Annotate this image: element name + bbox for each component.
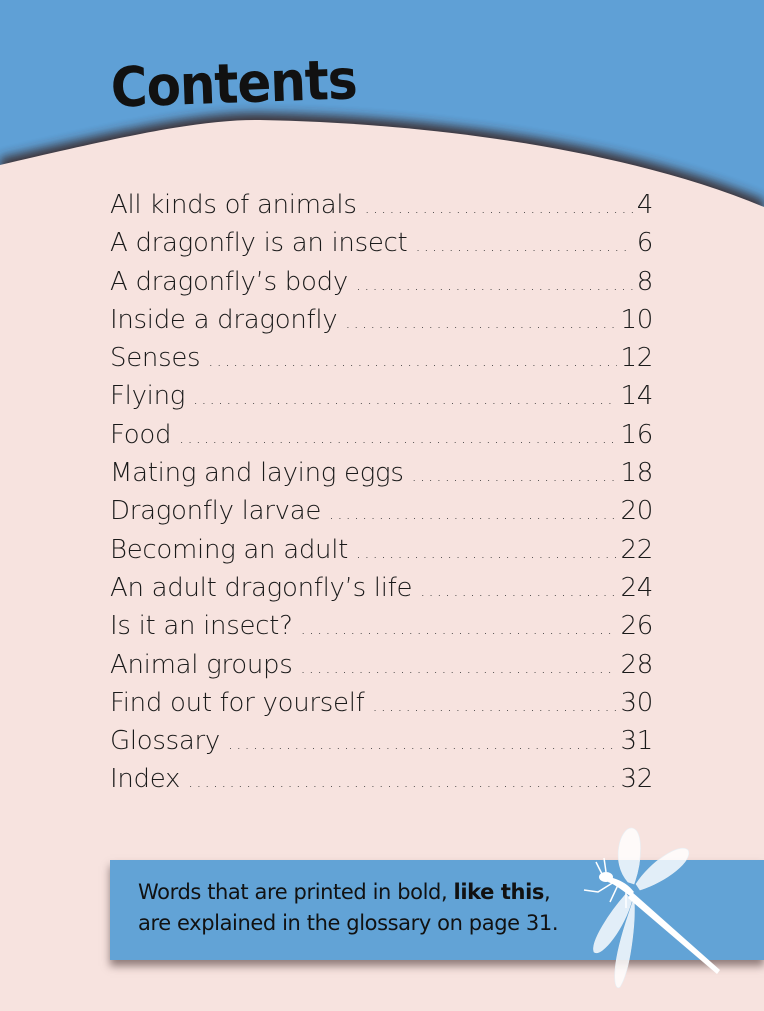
dot-leader: ........................................…	[356, 542, 616, 562]
toc-entry-title: Mating and laying eggs	[110, 458, 404, 489]
toc-entry-page: 26	[620, 611, 654, 642]
glossary-callout: Words that are printed in bold, like thi…	[110, 860, 764, 960]
toc-entry[interactable]: Dragonfly larvae........................…	[110, 496, 653, 534]
toc-entry-page: 24	[620, 572, 654, 603]
dot-leader: ........................................…	[179, 427, 616, 447]
toc-entry-title: An adult dragonfly’s life	[110, 572, 413, 603]
toc-entry-title: Is it an insect?	[110, 611, 293, 642]
toc-entry-title: Senses	[110, 343, 201, 374]
dot-leader: ........................................…	[188, 772, 616, 792]
toc-entry-page: 4	[636, 190, 654, 220]
dot-leader: ........................................…	[208, 351, 617, 371]
toc-entry-page: 22	[620, 534, 654, 565]
page-title: Contents	[109, 47, 358, 120]
toc-entry-page: 12	[620, 343, 654, 374]
toc-entry[interactable]: Food....................................…	[110, 420, 653, 458]
toc-entry-title: Animal groups	[110, 649, 293, 680]
table-of-contents: All kinds of animals....................…	[110, 190, 653, 803]
toc-entry-page: 30	[620, 687, 654, 718]
bold-example: like this	[453, 880, 545, 904]
dot-leader: ........................................…	[345, 312, 616, 332]
dot-leader: ........................................…	[300, 619, 617, 639]
toc-entry-title: Dragonfly larvae	[110, 496, 322, 527]
toc-entry-title: A dragonfly is an insect	[110, 228, 408, 259]
toc-entry[interactable]: A dragonfly is an insect................…	[110, 228, 653, 266]
callout-text-line2: are explained in the glossary on page 31…	[138, 911, 559, 935]
toc-entry-page: 6	[636, 228, 654, 259]
toc-entry[interactable]: Animal groups...........................…	[110, 650, 653, 688]
toc-entry[interactable]: Find out for yourself...................…	[110, 688, 653, 726]
toc-entry[interactable]: Inside a dragonfly......................…	[110, 305, 653, 343]
toc-entry[interactable]: Flying..................................…	[110, 381, 653, 419]
toc-entry[interactable]: Index...................................…	[110, 764, 653, 802]
toc-entry-page: 28	[620, 649, 654, 680]
dot-leader: ........................................…	[415, 236, 632, 256]
toc-entry-title: Flying	[110, 381, 186, 412]
toc-entry-title: Food	[110, 419, 172, 450]
dot-leader: ........................................…	[300, 657, 617, 677]
toc-entry-page: 16	[620, 419, 654, 450]
dot-leader: ........................................…	[411, 466, 617, 486]
dot-leader: ........................................…	[420, 580, 616, 600]
toc-entry-page: 31	[620, 726, 654, 757]
toc-entry[interactable]: Becoming an adult.......................…	[110, 535, 653, 573]
toc-entry[interactable]: Glossary................................…	[110, 726, 653, 764]
toc-entry-title: Index	[110, 764, 181, 795]
toc-entry[interactable]: All kinds of animals....................…	[110, 190, 653, 228]
dragonfly-icon	[583, 827, 720, 989]
toc-entry-page: 20	[620, 496, 654, 527]
toc-entry[interactable]: Is it an insect?........................…	[110, 611, 653, 649]
toc-entry[interactable]: Mating and laying eggs..................…	[110, 458, 653, 496]
toc-entry-title: All kinds of animals	[110, 190, 357, 220]
toc-entry-title: Glossary	[110, 726, 220, 757]
toc-entry-page: 8	[636, 266, 654, 297]
toc-entry-title: Becoming an adult	[110, 534, 349, 565]
toc-entry-title: Find out for yourself	[110, 687, 365, 718]
dot-leader: ........................................…	[355, 274, 633, 294]
toc-entry[interactable]: Senses..................................…	[110, 343, 653, 381]
toc-entry-page: 32	[620, 764, 654, 795]
toc-entry-title: A dragonfly’s body	[110, 266, 348, 297]
toc-entry[interactable]: An adult dragonfly’s life...............…	[110, 573, 653, 611]
dot-leader: ........................................…	[227, 734, 617, 754]
dot-leader: ........................................…	[329, 504, 617, 524]
dot-leader: ........................................…	[193, 389, 616, 409]
toc-entry-page: 10	[620, 304, 654, 335]
toc-entry[interactable]: A dragonfly’s body......................…	[110, 267, 653, 305]
toc-entry-page: 18	[620, 458, 654, 489]
callout-text: Words that are printed in bold, like thi…	[138, 877, 559, 939]
dot-leader: ........................................…	[372, 695, 617, 715]
toc-entry-title: Inside a dragonfly	[110, 304, 338, 335]
toc-entry-page: 14	[620, 381, 654, 412]
callout-text-part: ,	[543, 880, 551, 904]
dot-leader: ........................................…	[364, 198, 633, 217]
callout-text-part: Words that are printed in bold,	[138, 880, 454, 904]
